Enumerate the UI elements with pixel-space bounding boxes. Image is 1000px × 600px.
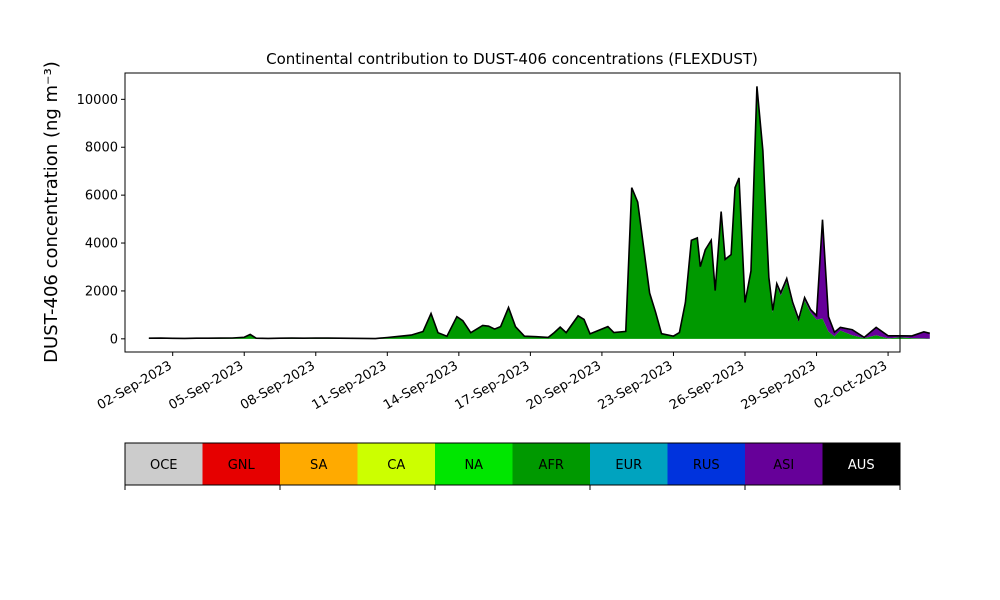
axes-frame: [124, 72, 901, 353]
legend-swatch-afr: [512, 443, 590, 485]
legend-label-afr: AFR: [539, 458, 564, 473]
chart-title: Continental contribution to DUST-406 con…: [266, 50, 758, 68]
x-tick-label: 05-Sep-2023: [166, 358, 246, 413]
legend-label-ca: CA: [387, 458, 405, 473]
y-tick-label: 2000: [85, 284, 118, 299]
legend-label-oce: OCE: [150, 458, 178, 473]
legend-label-aus: AUS: [848, 458, 875, 473]
legend-label-gnl: GNL: [228, 458, 256, 473]
x-tick-label: 14-Sep-2023: [381, 358, 461, 413]
legend-swatch-na: [435, 443, 513, 485]
legend-swatch-rus: [667, 443, 745, 485]
x-tick-label: 23-Sep-2023: [596, 358, 676, 413]
legend-label-eur: EUR: [615, 458, 642, 473]
y-tick-label: 4000: [85, 237, 118, 252]
x-tick-label: 02-Sep-2023: [95, 358, 175, 413]
legend-swatch-sa: [280, 443, 358, 485]
legend-frame: [124, 442, 901, 486]
legend: OCE GNL SA CA NA AFR EUR RUS ASI AUS: [124, 442, 901, 490]
x-tick-label: 29-Sep-2023: [739, 358, 819, 413]
total-outline: [148, 86, 931, 340]
legend-swatch-gnl: [202, 443, 280, 485]
legend-label-sa: SA: [310, 458, 327, 473]
legend-swatch-ca: [357, 443, 435, 485]
x-tick-label: 08-Sep-2023: [238, 358, 318, 413]
area-series-rus: [148, 86, 930, 339]
y-axis-label: DUST-406 concentration (ng m⁻³): [41, 61, 62, 363]
legend-label-rus: RUS: [693, 458, 720, 473]
x-tick-label: 02-Oct-2023: [812, 358, 890, 412]
y-tick-label: 8000: [85, 141, 118, 156]
plot-area: 0 2000 4000 6000 8000 10000 02-Sep-202305-Sep-…: [77, 72, 931, 413]
y-tick-label: 10000: [77, 93, 118, 108]
legend-swatch-eur: [590, 443, 668, 485]
y-tick-label: 0: [110, 332, 118, 347]
x-tick-label: 17-Sep-2023: [453, 358, 533, 413]
area-series-afr: [148, 87, 930, 339]
legend-swatch-asi: [745, 443, 823, 485]
legend-swatch-aus: [822, 443, 900, 485]
x-tick-label: 20-Sep-2023: [524, 358, 604, 413]
legend-label-asi: ASI: [773, 458, 794, 473]
y-tick-label: 6000: [85, 189, 118, 204]
x-tick-label: 11-Sep-2023: [309, 358, 389, 413]
area-series-asi: [148, 86, 930, 339]
x-tick-label: 26-Sep-2023: [667, 358, 747, 413]
legend-label-na: NA: [464, 458, 483, 473]
legend-swatch-oce: [125, 443, 203, 485]
